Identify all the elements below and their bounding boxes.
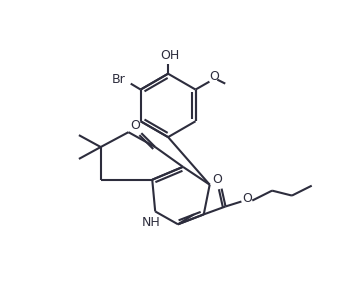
Text: Br: Br <box>112 73 126 86</box>
Text: O: O <box>131 119 140 132</box>
Text: OH: OH <box>160 50 180 62</box>
Text: NH: NH <box>142 216 161 229</box>
Text: O: O <box>213 173 223 186</box>
Text: O: O <box>210 70 219 83</box>
Text: O: O <box>242 192 252 205</box>
